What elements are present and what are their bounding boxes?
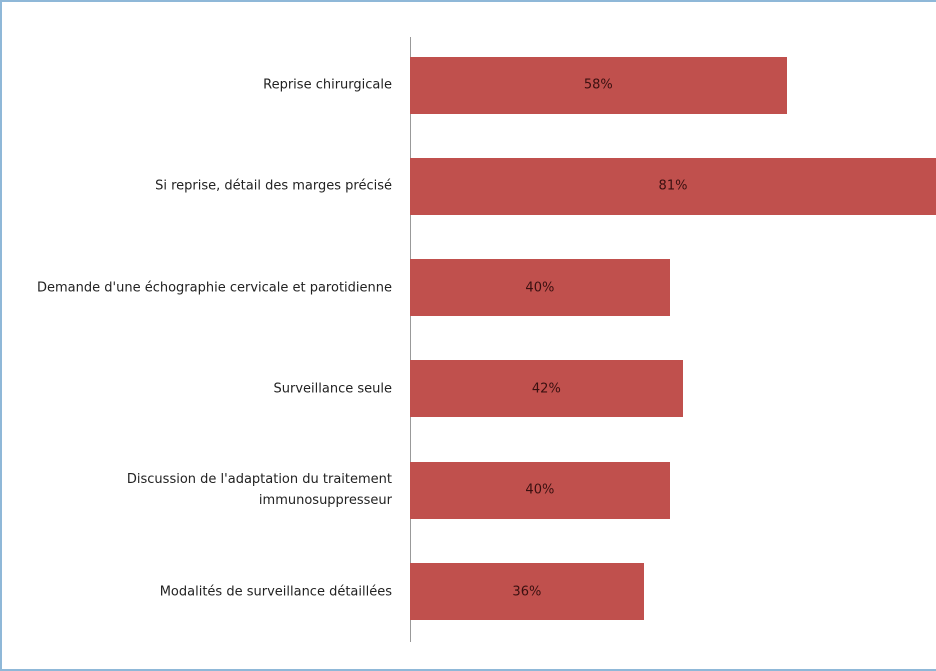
category-label: Si reprise, détail des marges précisé <box>155 178 392 194</box>
bar <box>410 157 936 215</box>
bar <box>410 259 670 317</box>
bar <box>410 56 787 114</box>
category-label: Modalités de surveillance détaillées <box>159 584 392 599</box>
category-label: Demande d'une échographie cervicale et p… <box>37 280 392 296</box>
data-label: 36% <box>512 584 542 599</box>
data-label: 42% <box>531 381 561 397</box>
bar <box>410 563 644 620</box>
data-label: 81% <box>658 178 688 194</box>
data-label: 40% <box>525 280 555 296</box>
data-label: 40% <box>525 482 555 498</box>
bar <box>410 360 683 418</box>
category-label: Discussion de l'adaptation du traitement… <box>126 472 392 509</box>
data-label: 58% <box>583 77 613 93</box>
category-axis <box>410 37 411 642</box>
category-label: Reprise chirurgicale <box>263 77 392 93</box>
category-label: Surveillance seule <box>273 381 392 397</box>
bar <box>410 461 670 519</box>
